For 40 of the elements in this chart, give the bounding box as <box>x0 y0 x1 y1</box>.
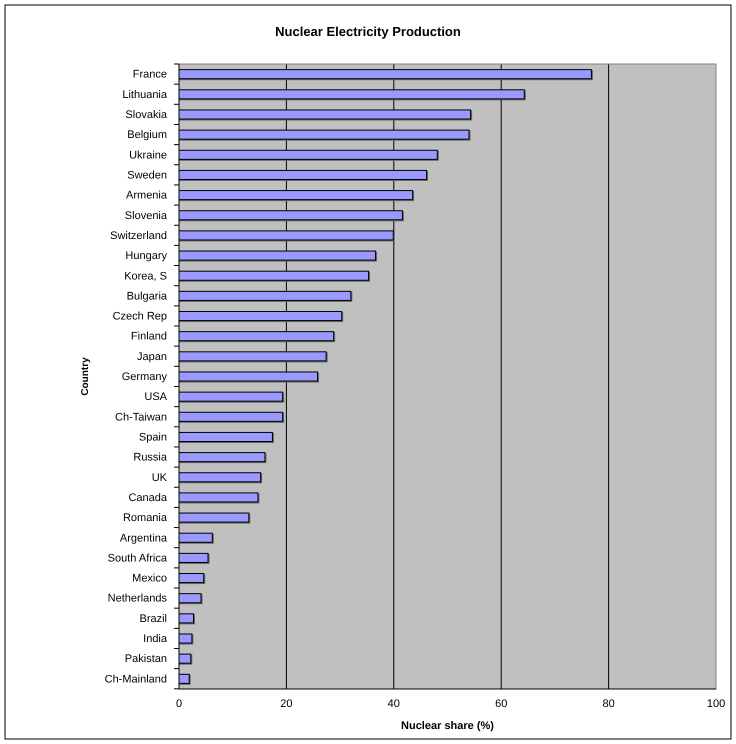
y-tick-label: Ch-Taiwan <box>115 411 167 424</box>
y-tick-label: Korea, S <box>124 270 167 282</box>
y-tick-label: South Africa <box>108 552 168 564</box>
y-tick-label: Canada <box>128 492 168 504</box>
y-tick-label: Finland <box>130 330 167 343</box>
x-tick-label: 80 <box>602 698 615 710</box>
x-tick-label: 20 <box>280 698 293 710</box>
y-tick-label: Mexico <box>132 572 167 585</box>
y-tick-label: Switzerland <box>110 230 167 242</box>
x-tick-label: 100 <box>706 698 726 710</box>
y-tick-label: Lithuania <box>122 88 168 101</box>
y-tick-label: India <box>143 633 168 646</box>
y-tick-label: Netherlands <box>108 592 168 605</box>
y-tick-label: Argentina <box>120 532 168 544</box>
chart-title: Nuclear Electricity Production <box>275 24 461 39</box>
y-tick-label: USA <box>144 391 168 404</box>
y-tick-label: Czech Rep <box>112 310 167 323</box>
y-tick-label: Spain <box>138 431 167 444</box>
y-tick-label: UK <box>152 472 168 484</box>
y-tick-label: Pakistan <box>124 653 167 666</box>
x-tick-label: 60 <box>495 698 508 710</box>
y-tick-label: Japan <box>137 350 167 363</box>
y-tick-label: Belgium <box>127 129 167 142</box>
y-tick-label: Sweden <box>127 169 167 182</box>
y-tick-label: Slovakia <box>125 109 168 122</box>
y-tick-label: Romania <box>122 512 168 524</box>
y-tick-label: Armenia <box>126 190 168 202</box>
y-tick-label: Ch-Mainland <box>104 673 167 686</box>
y-tick-label: Hungary <box>125 250 168 262</box>
y-tick-label: Ukraine <box>129 149 167 162</box>
y-tick-label: France <box>132 68 167 81</box>
y-tick-label: Russia <box>133 452 168 464</box>
x-axis-title: Nuclear share (%) <box>401 720 494 732</box>
y-axis-title: Country <box>80 356 91 396</box>
y-tick-label: Brazil <box>139 612 167 625</box>
y-tick-label: Bulgaria <box>126 290 168 302</box>
x-tick-label: 0 <box>176 698 182 710</box>
x-tick-label: 40 <box>388 698 400 710</box>
y-tick-label: Germany <box>122 371 168 384</box>
y-tick-label: Slovenia <box>124 210 168 222</box>
